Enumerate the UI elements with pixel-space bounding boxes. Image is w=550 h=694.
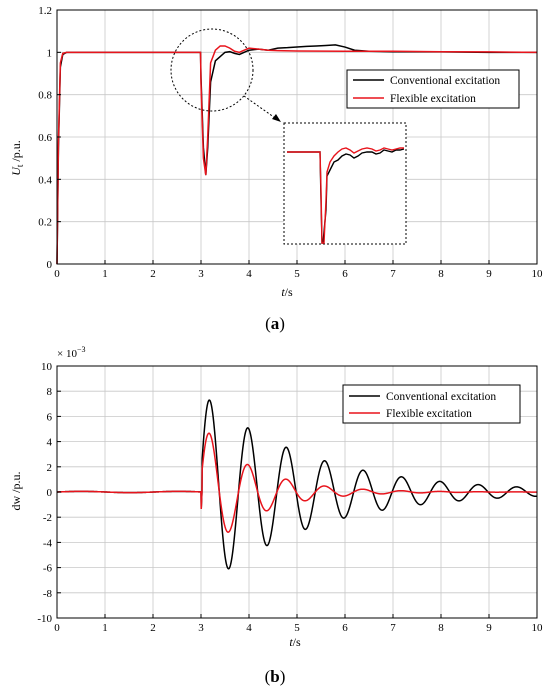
x-tick-label: 8: [438, 622, 444, 634]
zoom-circle: [170, 28, 254, 112]
chart-a-ylabel: Ut /p.u.: [9, 140, 25, 176]
y-tick-label: 4: [47, 437, 53, 449]
chart-b-series: [56, 399, 538, 570]
x-tick-label: 10: [532, 622, 544, 634]
chart-b-legend: Conventional excitation Flexible excitat…: [342, 384, 521, 424]
x-tick-label: 5: [294, 622, 300, 634]
y-tick-label: 8: [47, 386, 53, 398]
x-tick-label: 4: [246, 622, 252, 634]
y-tick-label: -4: [43, 537, 53, 549]
y-tick-label: 6: [47, 411, 53, 423]
x-tick-label: 6: [342, 622, 348, 634]
x-tick-label: 7: [390, 268, 396, 280]
legend-box: [346, 69, 520, 109]
chart-b-multiplier: × 10−3: [57, 345, 85, 360]
chart-a-caption: (a): [265, 314, 285, 333]
zoom-arrow: [243, 95, 279, 121]
x-tick-label: 10: [532, 268, 544, 280]
legend-label-flexible: Flexible excitation: [386, 408, 472, 420]
x-tick-label: 1: [102, 268, 108, 280]
y-tick-label: 1: [47, 47, 53, 59]
y-tick-label: 0.4: [38, 174, 52, 186]
y-tick-label: 2: [47, 462, 53, 474]
x-tick-label: 8: [438, 268, 444, 280]
y-tick-label: -2: [43, 512, 52, 524]
chart-b-caption: (b): [265, 667, 286, 686]
legend-label-conventional: Conventional excitation: [390, 75, 500, 87]
y-tick-label: -8: [43, 588, 53, 600]
x-tick-label: 9: [486, 268, 492, 280]
chart-b-ylabel: dw /p.u.: [9, 472, 23, 511]
chart-a-legend: Conventional excitation Flexible excitat…: [346, 69, 520, 109]
x-tick-label: 7: [390, 622, 396, 634]
y-tick-label: -10: [37, 613, 52, 625]
chart-b: 0 1 2 3 4 5 6 7 8 9 10 -10 -8 -6 -4 -2 0 2 4 6 8 10 Conventio…: [9, 345, 543, 686]
chart-b-xlabel: t/s: [289, 635, 301, 649]
y-tick-label: 10: [41, 361, 53, 373]
x-tick-label: 0: [54, 268, 60, 280]
legend-box: [342, 384, 521, 424]
series-line-flexible: [56, 432, 537, 533]
y-tick-label: 0.6: [38, 132, 52, 144]
chart-b-ticks: 0 1 2 3 4 5 6 7 8 9 10 -10 -8 -6 -4 -2 0 2 4 6 8 10: [37, 361, 543, 634]
y-tick-label: 0.8: [38, 90, 52, 102]
legend-label-conventional: Conventional excitation: [386, 391, 496, 403]
x-tick-label: 2: [150, 268, 156, 280]
chart-a: 0 1 2 3 4 5 6 7 8 9 10 0 0.2 0.4 0.6 0.8 1 1.2 Convention…: [9, 5, 543, 333]
inset-box: [283, 122, 407, 245]
chart-a-xlabel: t/s: [281, 285, 293, 299]
x-tick-label: 1: [102, 622, 108, 634]
y-tick-label: -6: [43, 563, 53, 575]
chart-a-series: [56, 44, 538, 265]
zoom-arrowhead: [272, 114, 281, 122]
inset-series: [287, 147, 405, 244]
legend-label-flexible: Flexible excitation: [390, 93, 476, 105]
x-tick-label: 3: [198, 622, 204, 634]
x-tick-label: 6: [342, 268, 348, 280]
y-tick-label: 0.2: [38, 217, 52, 229]
chart-a-ticks: 0 1 2 3 4 5 6 7 8 9 10 0 0.2 0.4 0.6 0.8 1 1.2: [38, 5, 543, 280]
x-tick-label: 2: [150, 622, 156, 634]
x-tick-label: 5: [294, 268, 300, 280]
inset-line-flexible: [287, 147, 404, 244]
x-tick-label: 3: [198, 268, 204, 280]
y-tick-label: 1.2: [38, 5, 52, 17]
y-tick-label: 0: [47, 487, 53, 499]
series-line-flexible: [56, 45, 538, 265]
x-tick-label: 4: [246, 268, 252, 280]
y-tick-label: 0: [47, 259, 53, 271]
x-tick-label: 9: [486, 622, 492, 634]
x-tick-label: 0: [54, 622, 60, 634]
